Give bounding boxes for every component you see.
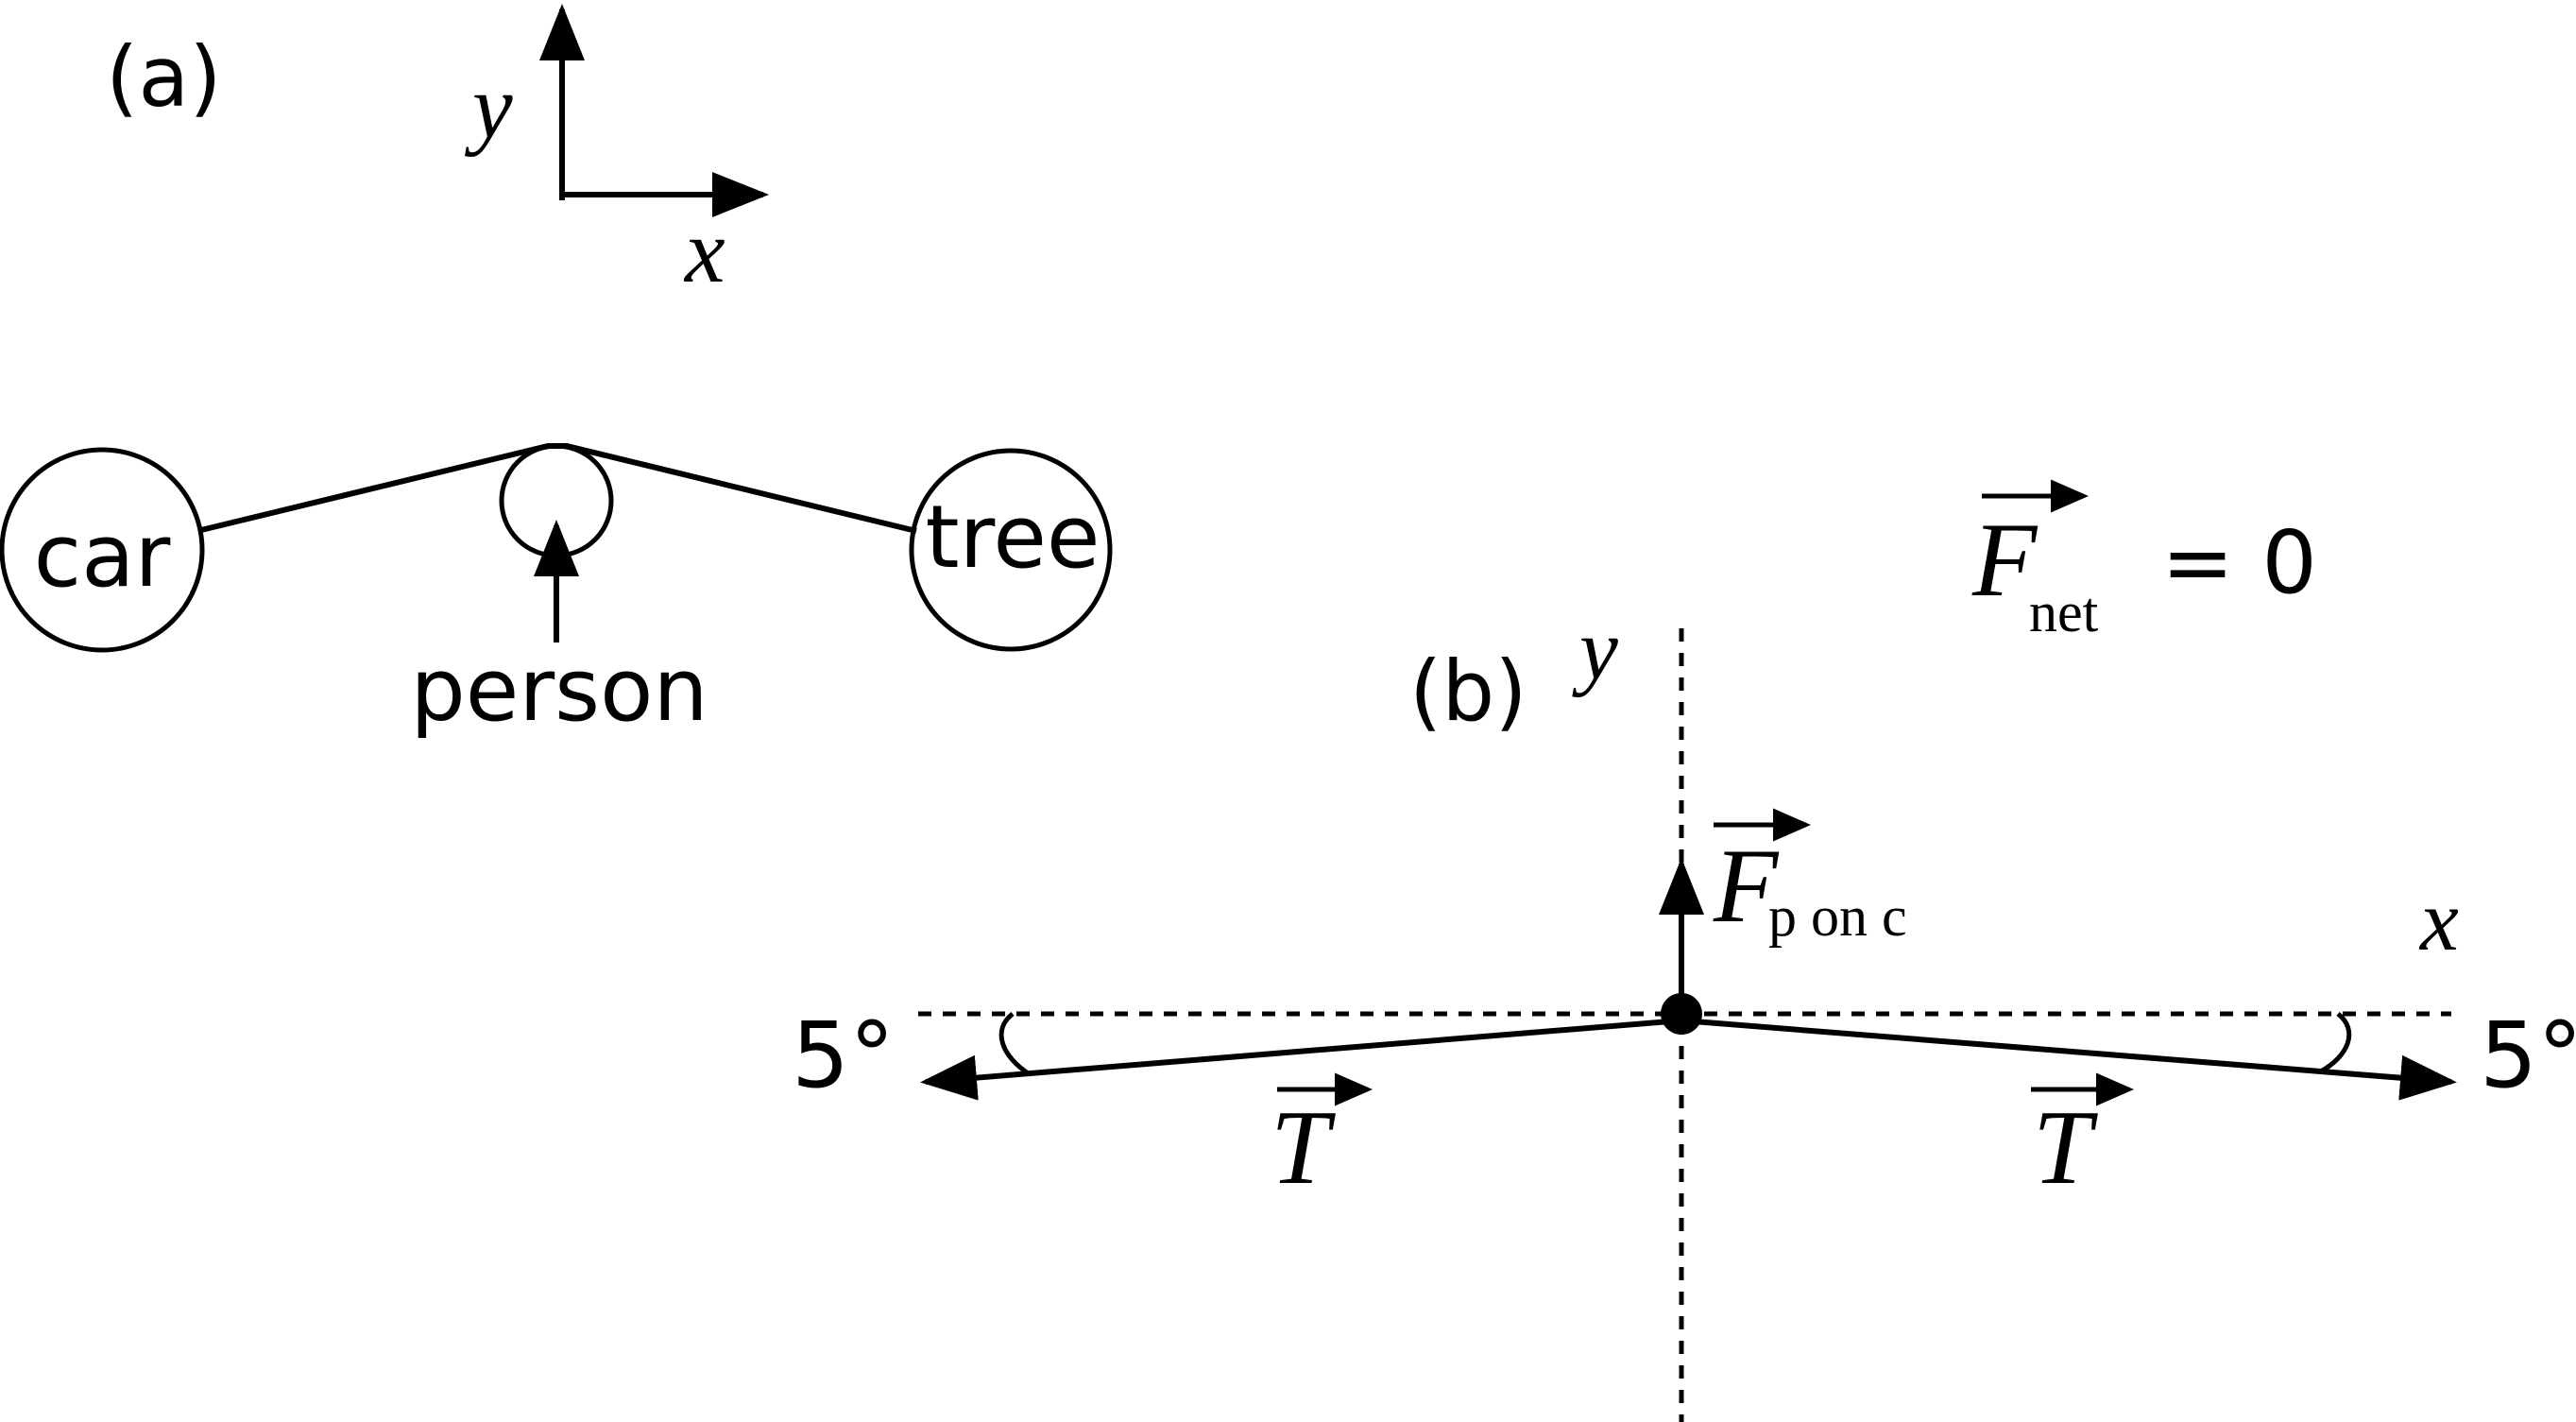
tension-right-label-group: T	[2031, 1072, 2134, 1207]
net-force-rhs: = 0	[2161, 512, 2317, 613]
car-label: car	[34, 505, 171, 607]
tree-circle	[909, 448, 1113, 652]
tension-right-vector	[1680, 1018, 2457, 1101]
net-force-subscript: net	[2029, 581, 2099, 643]
x-axis-label: x	[683, 200, 725, 301]
net-force-equation: F net = 0	[1971, 479, 2317, 643]
rope	[200, 443, 917, 534]
angle-left-label: 5°	[792, 1002, 895, 1108]
net-force-symbol: F	[1971, 502, 2039, 619]
panel-b-label: (b)	[1409, 642, 1527, 740]
b-y-axis-label: y	[1572, 601, 1618, 697]
angle-arc-left	[998, 1012, 1032, 1077]
force-p-on-c-subscript: p on c	[1768, 885, 1907, 948]
tension-left-label-group: T	[1271, 1072, 1373, 1207]
force-p-on-c-label-group: F p on c	[1713, 808, 1907, 948]
tree-label: tree	[925, 487, 1100, 588]
force-point	[1661, 993, 1702, 1035]
b-x-axis-label: x	[2418, 872, 2459, 968]
force-p-on-c-symbol: F	[1713, 828, 1780, 945]
y-axis-label: y	[464, 56, 513, 157]
person-label: person	[410, 640, 708, 741]
angle-arc-right	[2317, 1012, 2352, 1075]
tension-right-label: T	[2033, 1089, 2098, 1207]
axes-indicator: y x	[464, 4, 769, 301]
tension-left-vector	[920, 1018, 1682, 1101]
car-circle	[0, 447, 205, 653]
panel-a-label: (a)	[106, 28, 222, 126]
angle-right-label: 5°	[2480, 1002, 2576, 1108]
tension-left-label: T	[1271, 1089, 1336, 1207]
